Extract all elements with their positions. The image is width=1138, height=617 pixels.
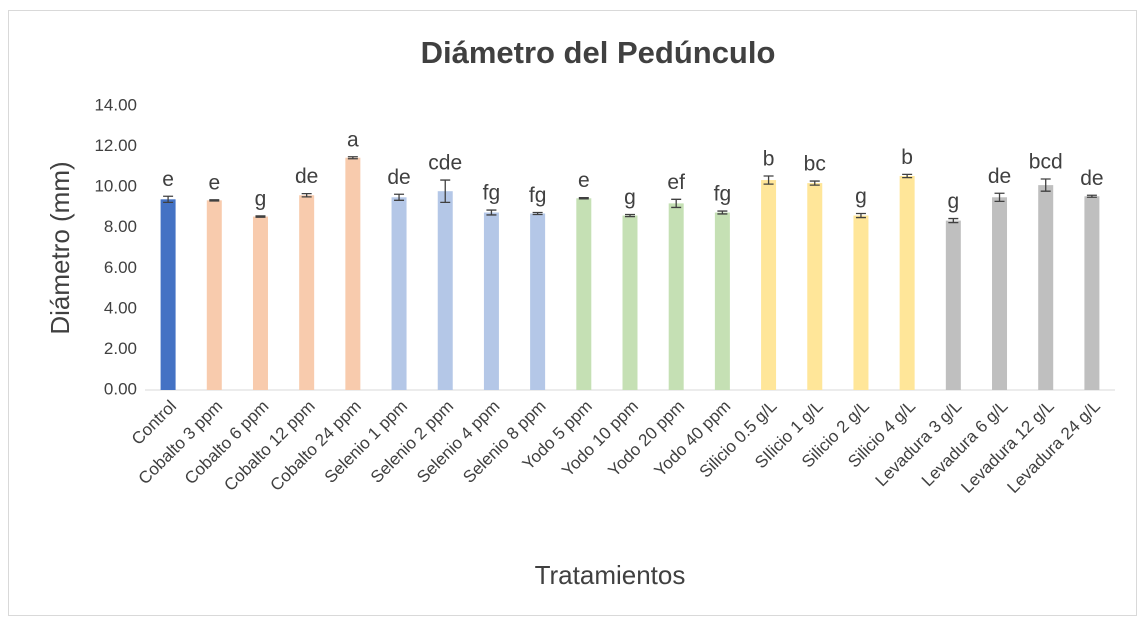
significance-letter: g bbox=[855, 185, 867, 208]
bar bbox=[530, 213, 546, 390]
significance-letter: de bbox=[1080, 167, 1103, 190]
significance-letter: fg bbox=[483, 182, 501, 205]
error-bar bbox=[855, 212, 866, 219]
bar bbox=[437, 191, 453, 390]
y-tick-label: 14.00 bbox=[94, 95, 137, 114]
bar bbox=[992, 197, 1008, 390]
bar bbox=[761, 180, 777, 390]
significance-letter: ef bbox=[667, 171, 685, 194]
error-bar bbox=[948, 217, 959, 224]
significance-letter: a bbox=[347, 128, 359, 151]
error-bar bbox=[394, 193, 405, 201]
y-tick-label: 4.00 bbox=[104, 298, 137, 317]
bar bbox=[853, 215, 869, 390]
error-bar bbox=[347, 156, 358, 160]
significance-letter: e bbox=[578, 169, 590, 192]
significance-letter: g bbox=[947, 190, 959, 213]
bar bbox=[807, 183, 823, 390]
y-axis-label: Diámetro (mm) bbox=[45, 161, 75, 334]
bar bbox=[1084, 196, 1100, 390]
significance-letter: fg bbox=[529, 184, 547, 207]
error-bar bbox=[163, 195, 174, 204]
y-tick-label: 8.00 bbox=[104, 217, 137, 236]
significance-letter: de bbox=[988, 165, 1011, 188]
significance-letter: g bbox=[255, 187, 267, 210]
error-bar bbox=[1040, 178, 1051, 192]
bar bbox=[1038, 185, 1054, 390]
error-bar bbox=[578, 197, 589, 200]
bar bbox=[483, 212, 499, 390]
bar bbox=[252, 216, 268, 390]
bar bbox=[345, 157, 361, 390]
significance-letter: bc bbox=[804, 153, 826, 176]
significance-letter: e bbox=[208, 171, 220, 194]
error-bar bbox=[625, 213, 635, 218]
significance-letter: b bbox=[901, 146, 913, 169]
significance-letter: cde bbox=[428, 152, 462, 175]
chart-frame bbox=[8, 10, 1137, 616]
error-bar bbox=[255, 215, 266, 218]
error-bar bbox=[994, 192, 1005, 202]
y-tick-label: 2.00 bbox=[104, 339, 137, 358]
error-bar bbox=[532, 211, 543, 216]
bar bbox=[714, 212, 730, 390]
error-bar bbox=[486, 209, 497, 216]
y-tick-label: 12.00 bbox=[94, 136, 137, 155]
bar bbox=[945, 220, 961, 390]
significance-letter: fg bbox=[714, 183, 732, 206]
y-tick-label: 0.00 bbox=[104, 379, 137, 398]
significance-letter: bcd bbox=[1029, 151, 1063, 174]
error-bar bbox=[209, 199, 220, 202]
significance-letter: e bbox=[162, 168, 174, 191]
significance-letter: de bbox=[387, 166, 410, 189]
bar bbox=[668, 203, 684, 390]
error-bar bbox=[717, 210, 728, 215]
bar bbox=[391, 197, 407, 390]
x-axis-label: Tratamientos bbox=[535, 560, 686, 590]
error-bar bbox=[1086, 194, 1097, 198]
bar bbox=[622, 215, 638, 390]
y-tick-label: 10.00 bbox=[94, 177, 137, 196]
error-bar bbox=[809, 180, 820, 186]
bar bbox=[299, 195, 315, 390]
significance-letter: b bbox=[763, 148, 775, 171]
bar bbox=[206, 200, 222, 390]
significance-letter: de bbox=[295, 165, 318, 188]
significance-letter: g bbox=[624, 186, 636, 209]
error-bar bbox=[301, 192, 312, 198]
bar bbox=[576, 198, 592, 390]
error-bar bbox=[671, 198, 682, 209]
bar bbox=[899, 175, 915, 390]
error-bar bbox=[763, 175, 774, 185]
chart-title: Diámetro del Pedúnculo bbox=[421, 35, 776, 70]
y-tick-label: 6.00 bbox=[104, 258, 137, 277]
bar bbox=[160, 199, 176, 390]
error-bar bbox=[440, 179, 451, 204]
error-bar bbox=[902, 173, 913, 179]
